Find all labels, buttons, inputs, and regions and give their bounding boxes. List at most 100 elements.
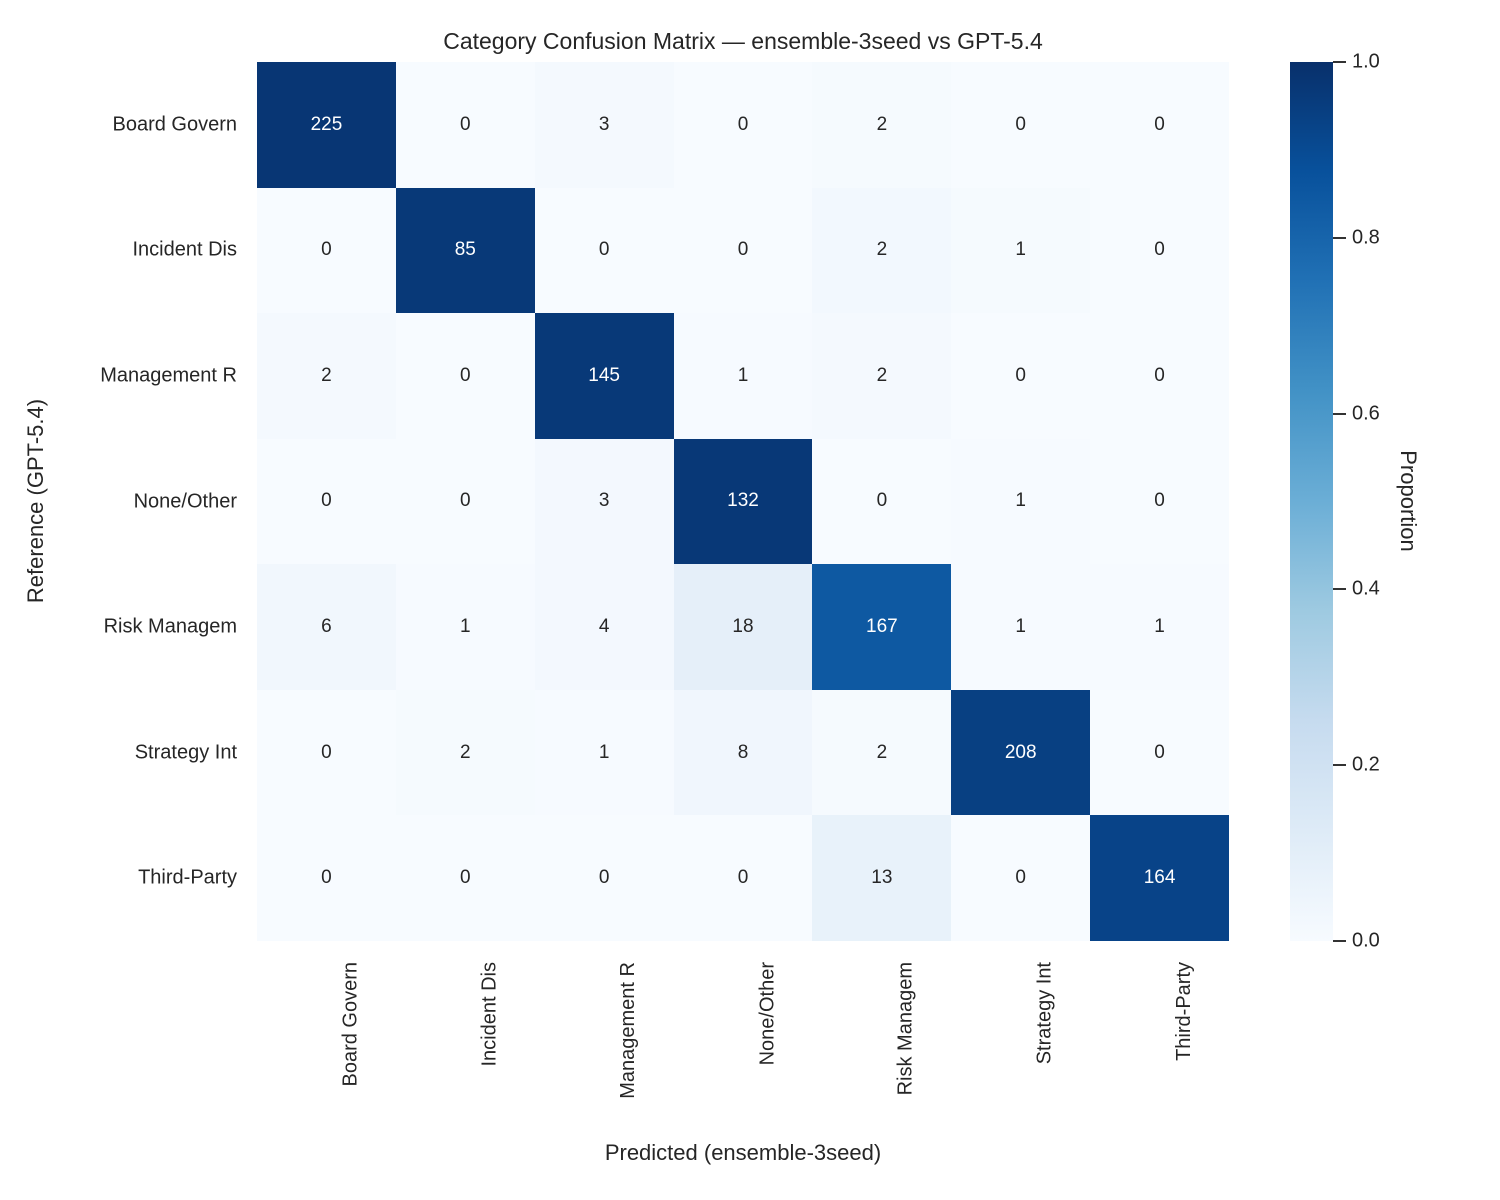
heatmap-cell: 85 (395, 187, 535, 314)
cell-value: 8 (737, 741, 749, 763)
heatmap-cell: 2 (812, 187, 952, 314)
heatmap-cell: 0 (1090, 689, 1229, 816)
x-tick-labels: Board Govern Incident Dis Management R None… (257, 962, 1229, 1162)
y-tick-label: None/Other (133, 490, 237, 512)
colorbar-tick-label: 0.8 (1352, 226, 1380, 249)
cell-value: 0 (321, 490, 332, 512)
x-tick-label: Management R (617, 962, 640, 1099)
y-tick-label: Management R (100, 364, 237, 387)
cell-value: 0 (1015, 364, 1026, 386)
cell-value: 1 (459, 616, 471, 638)
heatmap-cell: 225 (257, 62, 396, 188)
chart-title: Category Confusion Matrix — ensemble-3se… (443, 28, 1043, 54)
cell-value: 0 (321, 741, 332, 763)
heatmap-cell: 0 (534, 815, 674, 941)
cell-value: 0 (1015, 867, 1026, 889)
cell-value: 0 (459, 490, 471, 512)
y-tick-label: Board Govern (112, 113, 237, 136)
cell-value: 2 (876, 239, 888, 261)
y-tick-label: Risk Managem (103, 615, 237, 638)
cell-value: 0 (459, 364, 471, 386)
cell-value: 0 (876, 490, 888, 512)
colorbar-tick-label: 0.0 (1352, 929, 1380, 952)
cell-value: 167 (866, 616, 898, 638)
heatmap-cell: 0 (673, 187, 813, 314)
heatmap-cell: 2 (812, 62, 952, 188)
cell-value: 4 (598, 616, 610, 638)
cell-value: 1 (1015, 616, 1026, 638)
heatmap-cell: 0 (395, 438, 535, 565)
cell-value: 0 (1154, 741, 1165, 763)
cell-value: 0 (321, 867, 332, 889)
cell-value: 1 (1015, 239, 1026, 261)
heatmap-cell: 0 (951, 313, 1091, 439)
cell-value: 0 (598, 239, 610, 261)
heatmap-cell: 4 (534, 564, 674, 690)
heatmap-cell: 6 (257, 564, 396, 690)
heatmap-grid: 225 0 3 0 2 0 0 0 85 0 0 2 1 0 2 0 145 1 2 0 0 0 0 3 132 0 1 0 6 1 4 18… (257, 62, 1229, 941)
colorbar-title: Proportion (1396, 450, 1421, 552)
heatmap-cell: 1 (951, 438, 1091, 565)
colorbar-gradient (1290, 62, 1333, 941)
cell-value: 2 (876, 364, 888, 386)
heatmap-cell: 0 (1090, 313, 1229, 439)
cell-value: 3 (598, 490, 610, 512)
cell-value: 0 (598, 867, 610, 889)
heatmap-cell: 0 (395, 313, 535, 439)
heatmap-cell: 0 (257, 689, 396, 816)
heatmap-cell: 0 (257, 815, 396, 941)
cell-value: 0 (737, 113, 749, 135)
y-tick-labels: Board Govern Incident Dis Management R None… (0, 62, 237, 941)
y-tick-label: Incident Dis (132, 238, 238, 261)
x-tick-label: None/Other (756, 962, 778, 1066)
cell-value: 2 (459, 741, 471, 763)
colorbar-tick-label: 1.0 (1352, 50, 1380, 73)
cell-value: 208 (1004, 741, 1037, 763)
heatmap-cell: 0 (951, 62, 1091, 188)
heatmap-cell: 0 (812, 438, 952, 565)
heatmap-cell: 0 (673, 62, 813, 188)
cell-value: 6 (321, 616, 332, 638)
colorbar-tick (1333, 588, 1346, 591)
heatmap-cell: 2 (812, 689, 952, 816)
heatmap-cell: 0 (257, 438, 396, 565)
heatmap-cell: 1 (951, 187, 1091, 314)
heatmap-cell: 0 (534, 187, 674, 314)
heatmap-cell: 1 (951, 564, 1091, 690)
cell-value: 0 (1154, 113, 1165, 135)
cell-value: 0 (1154, 364, 1165, 386)
colorbar-tick (1333, 236, 1346, 239)
heatmap-cell: 0 (1090, 62, 1229, 188)
cell-value: 1 (737, 364, 749, 386)
colorbar-tick (1333, 940, 1346, 942)
heatmap-cell: 132 (673, 438, 813, 565)
colorbar-tick (1333, 61, 1346, 63)
heatmap-cell: 2 (812, 313, 952, 439)
heatmap-cell: 0 (395, 62, 535, 188)
heatmap-cell: 2 (257, 313, 396, 439)
heatmap-cell: 0 (257, 187, 396, 314)
y-tick-label: Third-Party (138, 866, 237, 889)
x-tick-label: Board Govern (339, 962, 362, 1087)
heatmap-cell: 0 (395, 815, 535, 941)
x-tick-label: Strategy Int (1033, 962, 1056, 1065)
heatmap-cell: 0 (1090, 187, 1229, 314)
heatmap-cell: 3 (534, 438, 674, 565)
heatmap-cell: 145 (534, 313, 674, 439)
heatmap-cell: 13 (812, 815, 952, 941)
heatmap-cell: 164 (1090, 815, 1229, 941)
cell-value: 18 (732, 616, 754, 638)
x-tick-label: Incident Dis (478, 962, 501, 1067)
heatmap-cell: 0 (1090, 438, 1229, 565)
cell-value: 0 (1154, 239, 1165, 261)
cell-value: 2 (321, 364, 332, 386)
cell-value: 85 (454, 239, 476, 261)
heatmap-cell: 208 (951, 689, 1091, 816)
colorbar-tick-label: 0.2 (1352, 753, 1380, 776)
x-tick-label: Risk Managem (894, 962, 917, 1096)
colorbar-tick-label: 0.6 (1352, 402, 1380, 425)
heatmap-cell: 1 (395, 564, 535, 690)
cell-value: 13 (871, 867, 893, 889)
cell-value: 0 (737, 867, 749, 889)
heatmap-cell: 2 (395, 689, 535, 816)
